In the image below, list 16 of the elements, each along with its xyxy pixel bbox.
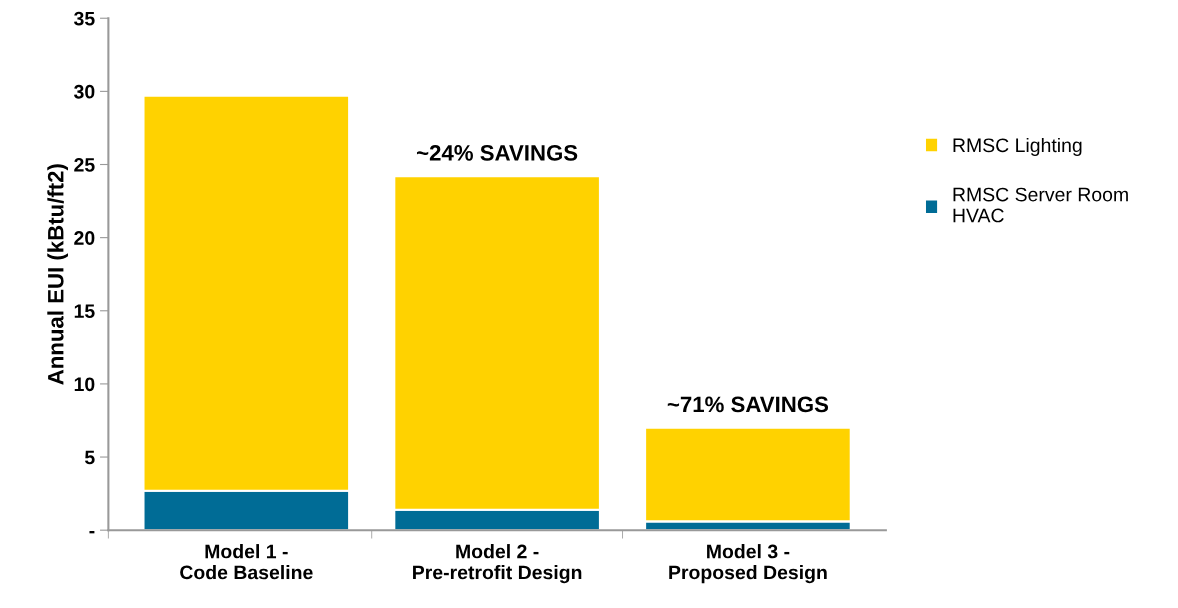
y-tick-label: 20 (74, 231, 95, 245)
y-axis-title: Annual EUI (kBtu/ft2) (47, 164, 68, 385)
y-tick-label: 5 (84, 450, 95, 465)
y-tick-label: 30 (74, 84, 95, 99)
y-tick-label: 10 (74, 377, 95, 392)
legend-label: RMSC Lighting (953, 137, 1082, 157)
y-tick-label: 25 (74, 157, 95, 172)
x-tick-label: Model 3 - Proposed Design (669, 544, 827, 584)
y-tick-label: 35 (74, 11, 95, 26)
x-tick-label: Model 1 - Code Baseline (180, 544, 313, 580)
x-tick-label: Model 2 - Pre-retrofit Design (413, 544, 582, 584)
annotation: ~71% SAVINGS (667, 396, 829, 413)
y-tick-label: 15 (74, 304, 95, 319)
y-tick-label: - (89, 531, 95, 534)
annotation: ~24% SAVINGS (416, 144, 578, 161)
legend-label: RMSC Server Room HVAC (953, 187, 1128, 223)
